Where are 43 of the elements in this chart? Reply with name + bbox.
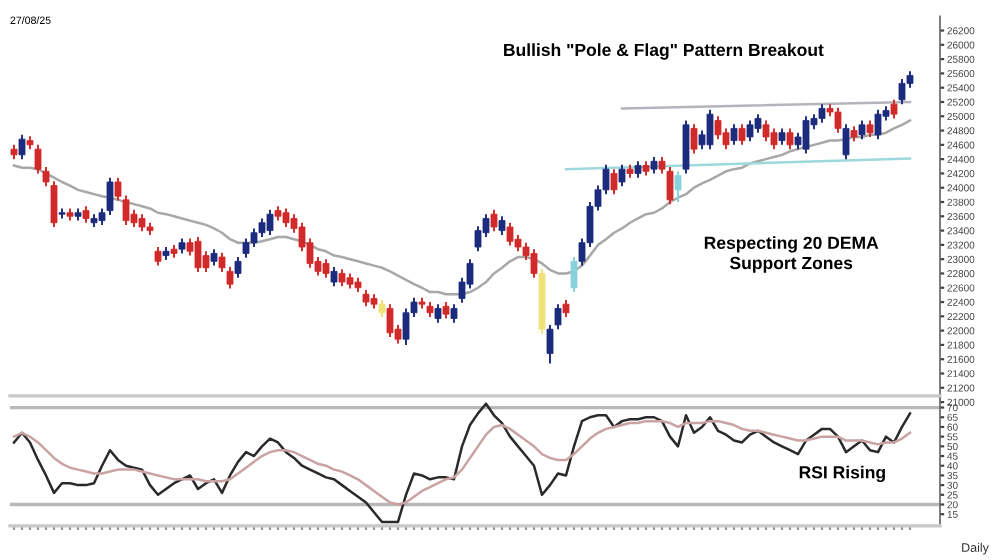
candlestick: [18, 133, 26, 161]
candlestick: [730, 123, 738, 146]
candlestick: [890, 98, 898, 120]
candlestick: [194, 236, 202, 274]
candlestick: [618, 163, 626, 188]
candlestick: [530, 248, 538, 279]
candlestick: [754, 113, 762, 134]
candlestick: [154, 246, 162, 267]
candlestick: [770, 127, 778, 151]
candlestick: [498, 215, 506, 236]
candlestick: [282, 207, 290, 228]
candlestick: [674, 170, 682, 203]
candlestick: [874, 108, 882, 141]
candlestick: [322, 258, 330, 279]
candlestick: [762, 119, 770, 143]
line-series: [12, 419, 912, 506]
candlestick: [802, 115, 810, 155]
candlestick: [842, 123, 850, 161]
candlestick: [738, 123, 746, 146]
candlestick: [266, 208, 274, 236]
candlestick: [818, 103, 826, 124]
candlestick: [746, 119, 754, 143]
candlestick: [858, 119, 866, 141]
candlestick: [570, 256, 578, 294]
candlestick: [898, 78, 906, 106]
annotation: Respecting 20 DEMA Support Zones: [704, 236, 879, 273]
candlestick: [714, 115, 722, 141]
candlestick: [234, 256, 242, 279]
candlestick: [386, 303, 394, 339]
candlestick: [490, 208, 498, 233]
candlestick: [434, 303, 442, 324]
candlestick: [450, 303, 458, 324]
candlestick: [690, 123, 698, 155]
candlestick: [786, 127, 794, 151]
candlestick: [706, 108, 714, 151]
annotation: RSI Rising: [799, 465, 885, 483]
candlestick: [682, 119, 690, 175]
candlestick: [330, 266, 338, 288]
annotation: Bullish "Pole & Flag" Pattern Breakout: [504, 43, 824, 60]
line-series: [12, 402, 912, 524]
candlestick: [506, 221, 514, 247]
candlestick: [610, 168, 618, 196]
candlestick: [834, 106, 842, 134]
